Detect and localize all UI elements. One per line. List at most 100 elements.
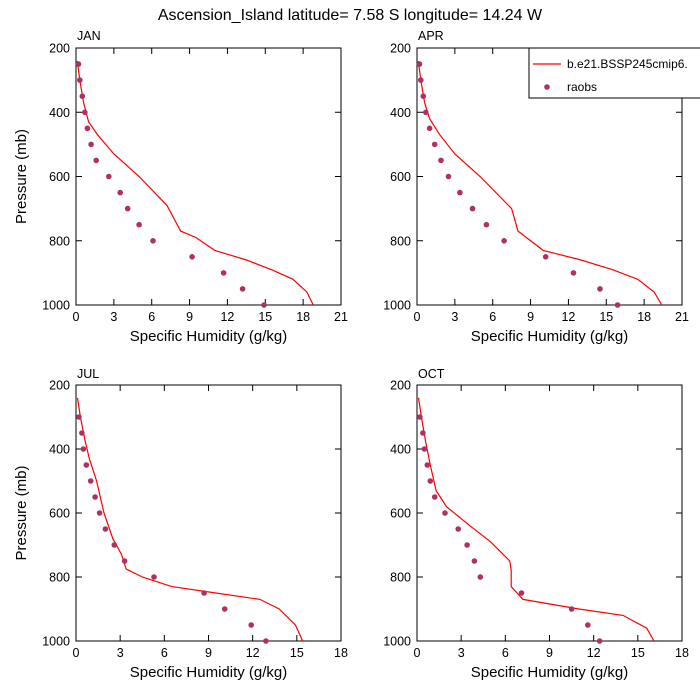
panel-jul-y-tick-label: 200 [49, 379, 70, 393]
panel-oct-x-tick-label: 3 [458, 646, 465, 660]
panel-jan-x-tick-label: 0 [73, 310, 80, 324]
panel-jul-x-tick-label: 18 [334, 646, 348, 660]
panel-oct-x-tick-label: 9 [546, 646, 553, 660]
panel-jan-y-tick-label: 200 [49, 42, 70, 56]
panel-jan-obs-point [261, 302, 267, 308]
panel-jul-obs-point [111, 542, 118, 548]
panel-jul-obs-point [151, 574, 157, 580]
panel-apr-x-tick-label: 21 [675, 310, 689, 324]
panel-jan-obs-point [88, 141, 94, 148]
panel-apr-obs-point [418, 77, 424, 83]
panel-oct-y-tick-label: 600 [390, 507, 411, 521]
panel-jan-x-tick-label: 6 [148, 310, 155, 324]
panel-apr-x-tick-label: 12 [561, 310, 575, 324]
panel-jan: JAN 0 3 6 9 12 15 18 21 200 400 600 800 1000 Specific… [13, 29, 348, 345]
panel-jan-y-tick-label: 400 [49, 106, 70, 120]
panel-oct-obs-point [585, 622, 591, 628]
panel-jan-obs-point [82, 109, 88, 116]
panel-oct-obs-point [518, 590, 525, 596]
panel-apr-obs-point [542, 253, 549, 260]
panel-jul-x-tick-label: 15 [290, 646, 304, 660]
figure-title: Ascension_Island latitude= 7.58 S longit… [158, 7, 543, 24]
panel-oct: OCT 0 3 6 9 12 15 18 200 400 600 800 1000 Specific H… [383, 367, 689, 681]
panel-oct-y-tick-label: 400 [390, 443, 411, 457]
panel-jul-obs-point [87, 478, 94, 484]
panel-jan-obs-point [77, 77, 83, 83]
panel-apr-obs-point [469, 205, 476, 212]
panel-oct-x-tick-label: 15 [631, 646, 645, 660]
panel-jul-x-tick-label: 3 [117, 646, 124, 660]
legend-model-label: b.e21.BSSP245cmip6. [567, 57, 688, 71]
panel-jul-y-tick-label: 400 [49, 443, 70, 457]
panel-apr-obs-point [426, 125, 433, 132]
panel-jul-plot-frame [75, 384, 342, 642]
panel-jan-x-tick-label: 12 [220, 310, 234, 324]
panel-jul-x-tick-label: 12 [246, 646, 260, 660]
panel-oct-x-tick-label: 0 [414, 646, 421, 660]
panel-jul-x-tick-label: 6 [161, 646, 168, 660]
panel-label-apr: APR [418, 29, 444, 43]
panel-apr-obs-point [483, 221, 490, 228]
panel-apr-obs-point [570, 270, 577, 276]
panel-jan-plot-frame [75, 47, 342, 306]
panel-jan-obs-point [239, 286, 246, 292]
panel-apr: APR 0 3 6 9 12 15 18 21 200 400 600 800 1000 Specific… [383, 29, 689, 345]
panel-apr-obs-point [420, 93, 427, 99]
panel-jul-y-tick-label: 1000 [42, 635, 70, 649]
panel-jan-y-axis-title: Pressure (mb) [13, 129, 30, 224]
panel-jul-obs-point [121, 558, 128, 564]
panel-oct-plot-frame [416, 384, 683, 642]
panel-jan-obs-point [84, 125, 91, 132]
panel-apr-x-tick-label: 9 [527, 310, 534, 324]
panel-oct-obs-point [464, 542, 470, 548]
panel-apr-obs-point [457, 189, 463, 196]
panel-apr-y-tick-label: 800 [390, 234, 411, 248]
panel-oct-obs-point [568, 606, 575, 612]
panel-apr-obs-point [614, 302, 621, 308]
panel-apr-obs-point [438, 157, 444, 164]
panel-jan-y-tick-label: 1000 [42, 299, 70, 313]
panel-oct-model-line [417, 397, 655, 642]
panel-jul-obs-point [102, 526, 109, 532]
panel-jul: JUL 0 3 6 9 12 15 18 200 400 600 800 1000 Specific H… [13, 367, 348, 681]
legend-box [528, 47, 700, 99]
panel-jan-obs-point [106, 173, 112, 180]
legend: b.e21.BSSP245cmip6. raobs [528, 47, 700, 99]
panel-oct-obs-point [420, 430, 426, 436]
panel-oct-obs-point [421, 446, 428, 452]
panel-oct-obs-point [424, 462, 431, 468]
panel-apr-y-tick-label: 400 [390, 106, 411, 120]
panel-label-jan: JAN [77, 29, 101, 43]
panel-jul-model-line [76, 397, 304, 642]
panel-oct-y-tick-label: 200 [390, 379, 411, 393]
panel-jan-obs-point [124, 205, 131, 212]
panel-jul-y-tick-label: 600 [49, 507, 70, 521]
panel-jan-x-tick-label: 21 [334, 310, 348, 324]
panel-apr-obs-point [423, 109, 429, 116]
panel-jul-obs-point [248, 622, 254, 628]
legend-obs-swatch [544, 84, 550, 90]
panel-jul-x-tick-label: 0 [73, 646, 80, 660]
panel-apr-y-tick-label: 1000 [383, 299, 411, 313]
panel-apr-y-tick-label: 200 [390, 42, 411, 56]
panel-jul-obs-point [201, 590, 207, 596]
panel-jan-obs-point [136, 221, 142, 228]
panel-jan-model-line [76, 60, 314, 306]
panel-apr-x-tick-label: 18 [637, 310, 651, 324]
panel-oct-x-tick-label: 6 [502, 646, 509, 660]
panel-jan-y-tick-label: 600 [49, 170, 70, 184]
panel-apr-model-line [417, 60, 663, 306]
panel-jul-y-tick-label: 800 [49, 571, 70, 585]
panel-jan-x-tick-label: 3 [110, 310, 117, 324]
panel-oct-obs-point [417, 414, 423, 420]
panel-jan-x-tick-label: 15 [258, 310, 272, 324]
panel-jul-x-tick-label: 9 [205, 646, 212, 660]
panel-jan-obs-point [79, 93, 86, 99]
panel-oct-obs-point [427, 478, 434, 484]
panel-oct-x-tick-label: 12 [587, 646, 601, 660]
panel-jan-obs-point [220, 270, 227, 276]
panel-apr-x-tick-label: 6 [489, 310, 496, 324]
panel-oct-obs-point [471, 558, 478, 564]
panel-apr-obs-point [501, 238, 507, 244]
